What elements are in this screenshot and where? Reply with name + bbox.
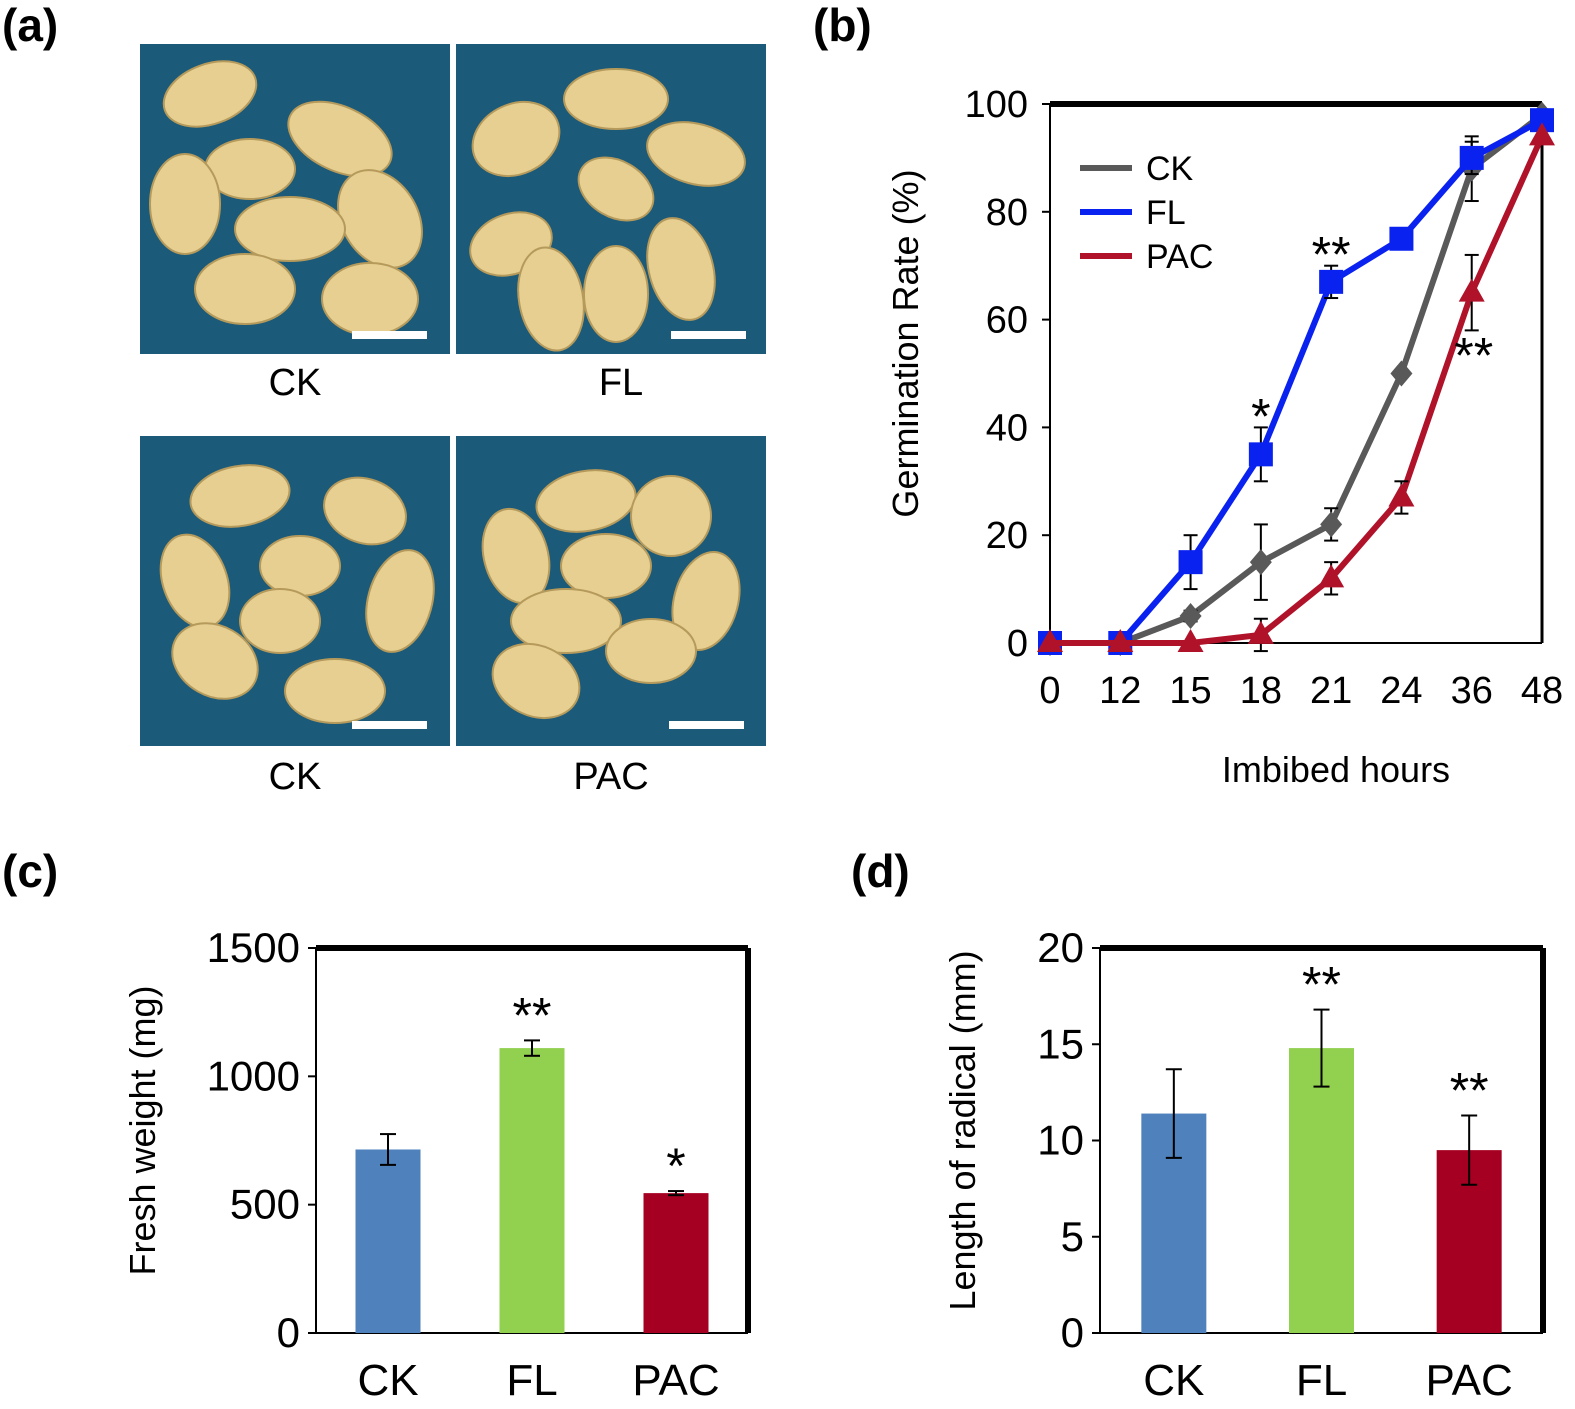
- photo-caption: PAC: [573, 756, 649, 798]
- legend-label: CK: [1146, 150, 1194, 188]
- y-tick-label: 0: [1007, 623, 1028, 665]
- significance-marker: **: [1454, 328, 1493, 384]
- data-point-pac: [1529, 122, 1555, 146]
- y-tick-label: 80: [986, 192, 1028, 234]
- x-tick-label: PAC: [632, 1356, 719, 1405]
- x-tick-label: 0: [1039, 670, 1060, 712]
- data-point-fl: [1459, 145, 1484, 170]
- data-point-ck: [1179, 603, 1202, 630]
- seed-photo-ck-bottom: [140, 436, 450, 746]
- data-point-ck: [1320, 511, 1343, 538]
- significance-marker: **: [1450, 1062, 1489, 1118]
- y-tick-label: 1500: [207, 924, 300, 971]
- x-tick-label: CK: [1143, 1356, 1204, 1405]
- significance-marker: **: [513, 987, 552, 1043]
- seed-illustration: [481, 469, 744, 729]
- data-point-pac: [1037, 629, 1063, 652]
- seed-illustration: [469, 68, 746, 352]
- seed-photo-fl: [456, 44, 766, 354]
- data-point-pac: [1388, 483, 1415, 507]
- x-tick-label: CK: [357, 1356, 418, 1405]
- data-point-ck: [1249, 549, 1272, 576]
- significance-marker: *: [666, 1138, 685, 1194]
- y-tick-label: 500: [230, 1181, 300, 1228]
- significance-marker: *: [1251, 388, 1270, 444]
- seed-illustration: [149, 60, 427, 339]
- x-tick-label: 15: [1169, 670, 1211, 712]
- series-line-pac: [1050, 135, 1545, 646]
- x-tick-label: 24: [1380, 670, 1422, 712]
- seed-photo-pac: [456, 436, 766, 746]
- photo-caption: CK: [268, 756, 322, 798]
- x-tick-label: 48: [1521, 670, 1563, 712]
- y-axis-title: Germination Rate (%): [885, 169, 926, 517]
- x-axis-title: Imbibed hours: [1222, 749, 1450, 790]
- x-tick-label: 12: [1099, 670, 1141, 712]
- data-point-pac: [1318, 564, 1345, 588]
- photo-caption: CK: [268, 362, 322, 404]
- y-tick-label: 1000: [207, 1052, 300, 1099]
- bar-fl: [499, 1048, 565, 1333]
- x-tick-label: 21: [1310, 670, 1352, 712]
- legend-label: FL: [1146, 194, 1186, 232]
- x-tick-label: 36: [1451, 670, 1493, 712]
- data-point-pac: [1177, 629, 1204, 652]
- data-point-pac: [1458, 278, 1485, 302]
- panel-label-d: (d): [851, 845, 910, 897]
- y-tick-label: 0: [277, 1309, 300, 1356]
- data-point-fl: [1248, 442, 1273, 467]
- data-point-pac: [1107, 629, 1134, 652]
- y-tick-label: 20: [986, 515, 1028, 557]
- y-tick-label: 0: [1061, 1309, 1084, 1356]
- data-point-pac: [1247, 620, 1274, 644]
- x-tick-label: FL: [1296, 1356, 1347, 1405]
- y-tick-label: 40: [986, 407, 1028, 449]
- bar-ck: [355, 1149, 421, 1333]
- y-tick-label: 100: [965, 84, 1028, 126]
- x-tick-label: PAC: [1426, 1356, 1513, 1405]
- data-point-fl: [1178, 550, 1203, 575]
- significance-marker: **: [1312, 227, 1351, 283]
- x-tick-label: FL: [506, 1356, 557, 1405]
- panel-label-a: (a): [2, 0, 59, 51]
- bar-fl: [1289, 1048, 1354, 1333]
- y-tick-label: 20: [1037, 924, 1084, 971]
- y-axis-title: Fresh weight (mg): [122, 985, 163, 1275]
- photo-caption: FL: [598, 362, 644, 404]
- y-tick-label: 60: [986, 300, 1028, 342]
- series-line-fl: [1050, 117, 1544, 646]
- seed-illustration: [159, 464, 435, 729]
- legend-label: PAC: [1146, 238, 1213, 276]
- panel-label-b: (b): [813, 0, 872, 51]
- data-point-ck: [1390, 360, 1413, 387]
- bar-pac: [643, 1193, 709, 1333]
- data-point-fl: [1389, 226, 1414, 251]
- seed-photo-ck-top: [140, 44, 450, 354]
- y-tick-label: 10: [1037, 1117, 1084, 1164]
- y-tick-label: 5: [1061, 1213, 1084, 1260]
- x-tick-label: 18: [1240, 670, 1282, 712]
- panel-label-c: (c): [2, 845, 59, 897]
- data-point-fl: [1319, 269, 1344, 294]
- significance-marker: **: [1302, 957, 1341, 1013]
- y-tick-label: 15: [1037, 1020, 1084, 1067]
- y-axis-title: Length of radical (mm): [942, 950, 983, 1310]
